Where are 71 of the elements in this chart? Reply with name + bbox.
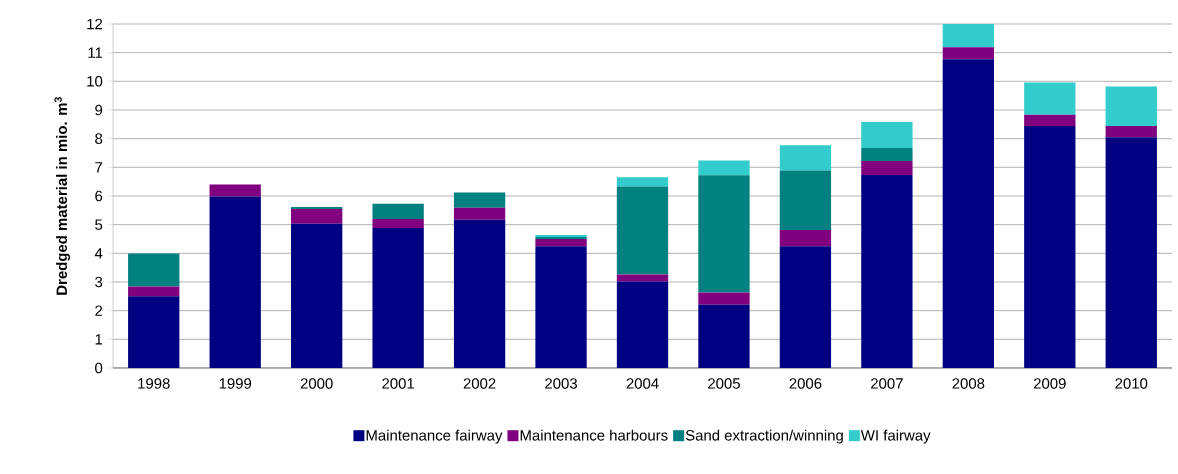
bar: [698, 292, 750, 305]
bar: [372, 228, 424, 368]
legend-label: WI fairway: [860, 429, 931, 444]
x-tick-label: 2009: [1033, 378, 1066, 389]
x-tick-label: 2000: [300, 378, 333, 389]
legend-label: Maintenance fairway: [366, 429, 503, 444]
bar: [209, 196, 261, 368]
bar: [861, 148, 913, 162]
x-tick-label: 2003: [545, 378, 577, 389]
bar: [942, 23, 994, 48]
y-tick-label: 7: [95, 162, 103, 173]
bar: [698, 175, 750, 293]
y-tick-label: 10: [87, 76, 103, 87]
bar: [942, 47, 994, 60]
x-tick-label: 2002: [463, 378, 496, 389]
y-tick-label: 12: [87, 18, 103, 30]
bar: [209, 184, 261, 197]
y-tick-label: 4: [94, 248, 103, 259]
bar: [698, 304, 750, 368]
x-tick-label: 2006: [789, 378, 822, 389]
y-tick-label: 9: [95, 104, 103, 116]
bar: [616, 281, 669, 368]
y-tick-label: 8: [95, 133, 103, 144]
bar: [861, 175, 913, 368]
bar: [779, 230, 832, 247]
x-tick-label: 2007: [871, 378, 903, 389]
legend-label: Sand extraction/winning: [685, 429, 843, 444]
bar: [698, 160, 750, 176]
bar: [128, 253, 180, 287]
bar: [535, 238, 587, 247]
bar: [616, 177, 669, 187]
bar: [291, 208, 343, 224]
y-axis-title: Dredged material in mio. m$^{3}$: [54, 97, 71, 295]
bar: [453, 192, 506, 208]
x-tick-label: 2005: [708, 378, 740, 389]
bar: [372, 218, 424, 229]
bar: [1105, 126, 1157, 138]
bar: [453, 219, 506, 368]
bar: [1024, 126, 1076, 368]
bar: [1105, 86, 1157, 127]
x-tick-label: 1999: [219, 378, 252, 389]
bar: [1024, 114, 1076, 127]
y-tick-label: 5: [95, 219, 103, 230]
bar: [535, 246, 587, 368]
bar: [372, 203, 424, 219]
bar: [779, 246, 832, 368]
x-tick-label: 2008: [952, 378, 985, 389]
x-tick-label: 2004: [626, 378, 659, 389]
y-tick-label: 11: [88, 47, 103, 58]
bar: [453, 207, 506, 220]
bar: [779, 145, 832, 171]
bar: [1105, 137, 1157, 368]
legend-label: Maintenance harbours: [520, 429, 668, 441]
bar: [861, 122, 913, 149]
bar: [291, 223, 343, 368]
bar: [128, 296, 180, 368]
bar: [616, 186, 669, 275]
y-tick-label: 1: [95, 334, 103, 345]
bar: [942, 59, 994, 368]
y-tick-label: 6: [95, 190, 103, 202]
bar: [291, 206, 343, 209]
y-tick-label: 3: [95, 276, 103, 288]
x-tick-label: 1998: [138, 378, 170, 389]
bar: [128, 286, 180, 297]
bar: [861, 161, 913, 176]
x-tick-label: 2001: [382, 378, 414, 389]
y-tick-label: 2: [95, 305, 103, 316]
x-tick-label: 2010: [1115, 378, 1148, 389]
y-tick-label: 0: [95, 362, 103, 374]
bar: [779, 170, 832, 231]
bar: [1024, 82, 1076, 115]
